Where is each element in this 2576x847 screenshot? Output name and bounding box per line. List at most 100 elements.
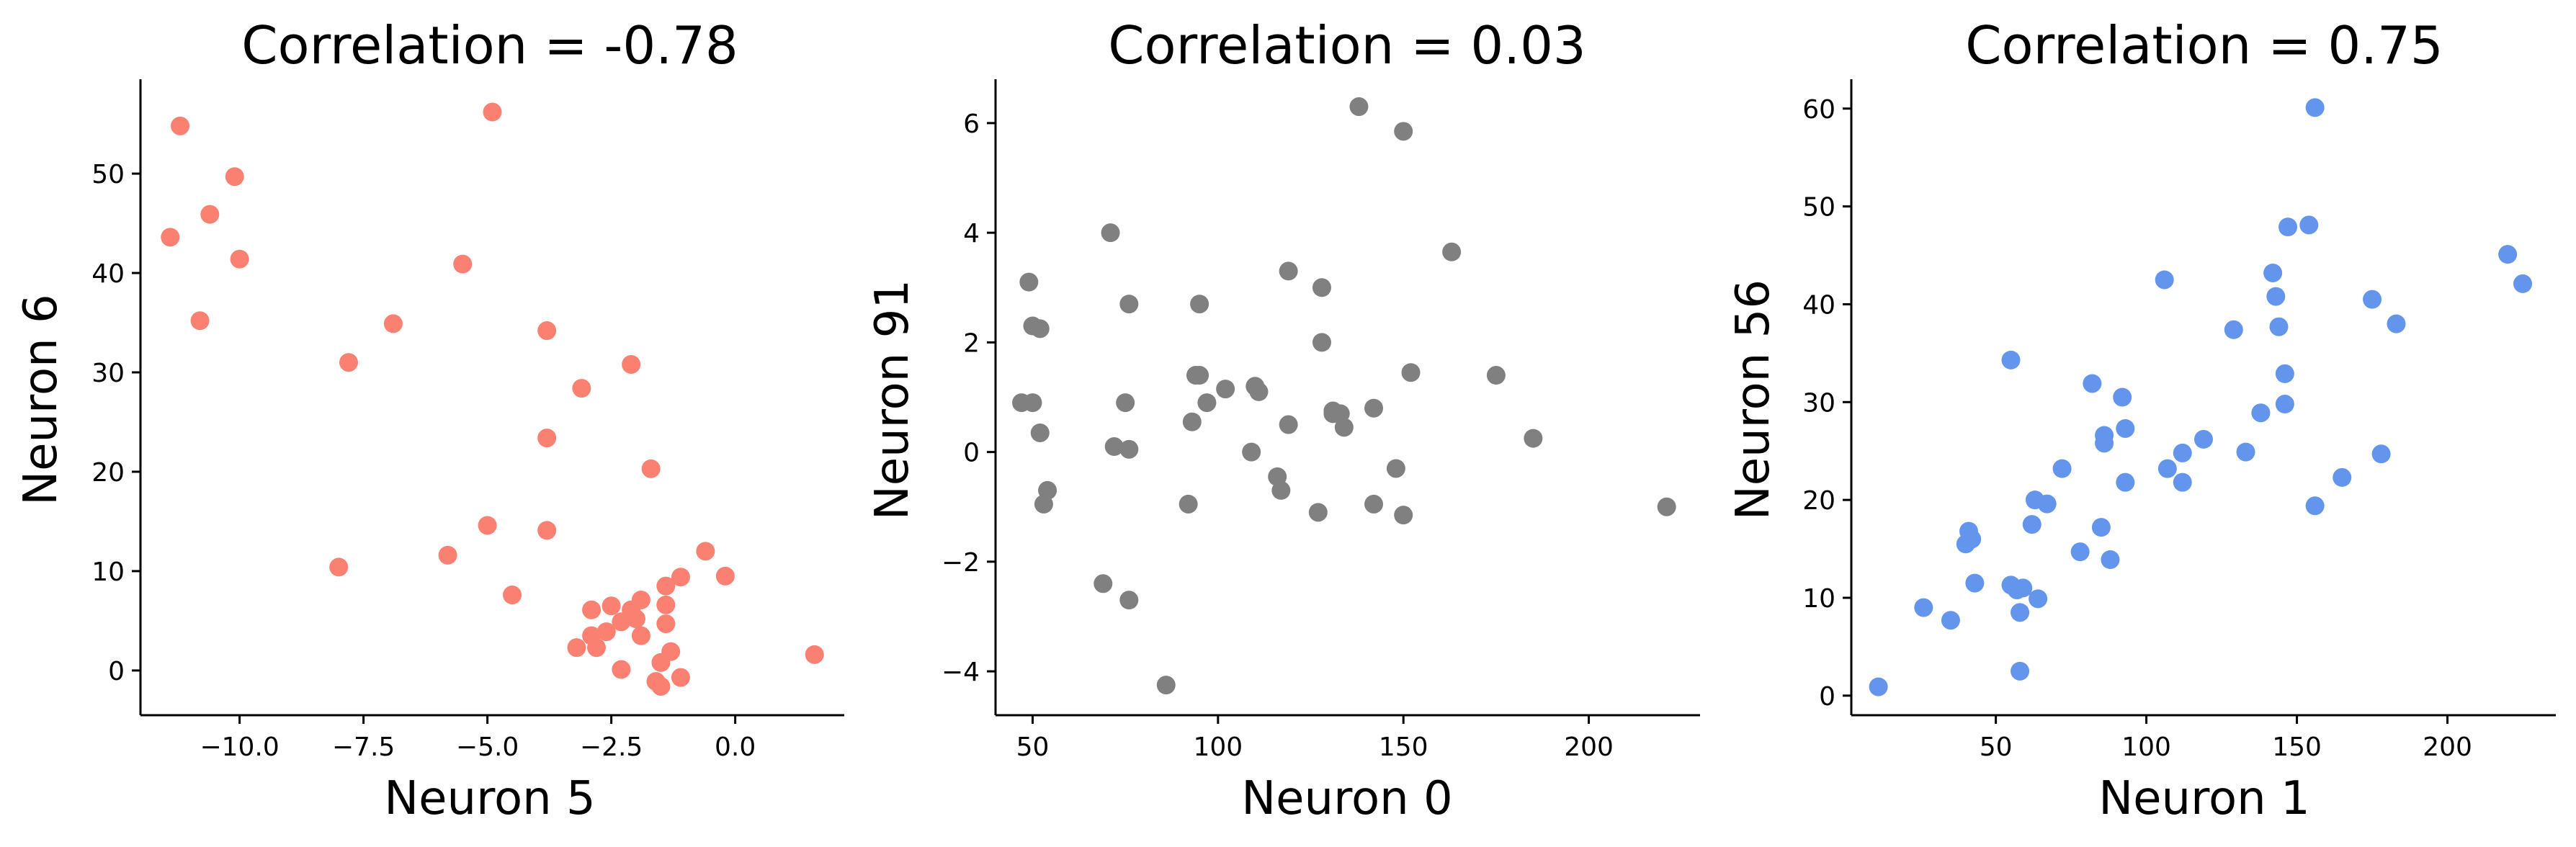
scatter-point [2305, 496, 2325, 516]
scatter-point [651, 676, 671, 696]
scatter-point [1524, 429, 1543, 448]
scatter-point [1401, 363, 1421, 382]
scatter-point [1914, 598, 1933, 617]
scatter-point [1962, 529, 1982, 549]
scatter-point [1030, 319, 1050, 339]
scatter-point [2155, 270, 2174, 290]
scatter-point [567, 638, 586, 658]
scatter-point [641, 459, 661, 478]
x-tick-label: 100 [1193, 732, 1243, 762]
scatter-point [161, 228, 180, 247]
scatter-point [656, 595, 676, 614]
scatter-point [537, 521, 557, 540]
scatter-point [2263, 263, 2283, 282]
x-tick-label: 200 [2423, 732, 2472, 762]
scatter-point [478, 516, 497, 535]
scatter-point [596, 622, 616, 642]
scatter-point [503, 586, 522, 605]
x-tick-label: −2.5 [580, 732, 643, 762]
scatter-point [671, 668, 690, 687]
y-tick-label: −2 [942, 548, 980, 578]
scatter-point [230, 249, 249, 269]
scatter-point [1442, 242, 1462, 261]
scatter-point [2116, 472, 2135, 492]
y-tick-label: 40 [91, 259, 125, 289]
scatter-point [383, 314, 403, 333]
scatter-point [601, 596, 621, 616]
scatter-point [656, 614, 676, 634]
x-axis-label: Neuron 1 [2098, 772, 2310, 825]
data-points [161, 102, 824, 696]
x-tick-label: 200 [1564, 732, 1614, 762]
scatter-point [483, 102, 502, 122]
scatter-point [2029, 589, 2048, 609]
scatter-point [1279, 261, 1298, 281]
x-tick-label: 100 [2121, 732, 2171, 762]
scatter-point [2011, 603, 2030, 622]
scatter-point [2275, 395, 2294, 414]
y-tick-label: 10 [1802, 584, 1835, 614]
scatter-panel-neuron1-vs-neuron56: Correlation = 0.75 Neuron 1 Neuron 56 50… [1727, 15, 2556, 825]
axis-ticks: −10.0 −7.5 −5.0 −2.5 0.0 0 10 20 30 40 50 [91, 160, 756, 762]
x-tick-label: 50 [1016, 732, 1050, 762]
scatter-point [2173, 472, 2192, 492]
scatter-point [627, 609, 646, 629]
scatter-point [2157, 459, 2177, 478]
y-tick-label: 4 [963, 219, 980, 248]
scatter-point [2101, 550, 2120, 570]
y-tick-label: 40 [1802, 290, 1835, 320]
x-tick-label: −5.0 [456, 732, 519, 762]
scatter-point [1119, 295, 1139, 314]
scatter-point [2113, 387, 2132, 407]
scatter-point [1312, 278, 1331, 297]
scatter-point [1119, 439, 1139, 459]
scatter-point [1094, 574, 1113, 593]
x-axis-label: Neuron 0 [1241, 772, 1453, 825]
scatter-point [2275, 364, 2294, 383]
scatter-point [631, 626, 650, 645]
scatter-point [1242, 442, 1261, 462]
scatter-point [2299, 215, 2319, 235]
scatter-point [2387, 314, 2406, 333]
scatter-point [1156, 676, 1176, 695]
scatter-point [438, 545, 457, 565]
x-tick-label: −7.5 [332, 732, 395, 762]
scatter-point [582, 600, 601, 619]
scatter-point [2194, 429, 2213, 449]
scatter-point [171, 116, 190, 135]
scatter-point [339, 353, 358, 372]
scatter-point [2116, 418, 2135, 438]
x-tick-label: 150 [2272, 732, 2322, 762]
scatter-point [2091, 518, 2111, 537]
scatter-point [1101, 223, 1120, 243]
scatter-point [1019, 272, 1039, 292]
scatter-point [2224, 320, 2243, 339]
y-tick-label: 30 [91, 359, 125, 388]
scatter-point [2498, 245, 2518, 264]
scatter-point [329, 557, 349, 577]
scatter-point [572, 379, 591, 398]
x-axis-label: Neuron 5 [384, 772, 596, 825]
scatter-point [225, 167, 244, 187]
y-axis-label: Neuron 6 [14, 294, 68, 506]
y-axis-label: Neuron 91 [866, 279, 919, 520]
scatter-panel-neuron5-vs-neuron6: Correlation = -0.78 Neuron 5 Neuron 6 −1… [14, 15, 844, 825]
x-tick-label: 150 [1379, 732, 1428, 762]
scatter-point [651, 653, 671, 672]
scatter-point [1364, 398, 1384, 418]
scatter-point [2070, 542, 2090, 562]
scatter-point [2083, 374, 2102, 393]
scatter-point [671, 568, 690, 587]
scatter-point [1349, 97, 1369, 117]
scatter-point [1965, 573, 1985, 593]
scatter-point [1308, 503, 1328, 522]
scatter-point [2269, 317, 2289, 336]
scatter-point [2095, 434, 2114, 453]
scatter-point [537, 321, 557, 341]
scatter-point [1116, 393, 1135, 413]
y-tick-label: 50 [1802, 193, 1835, 223]
y-tick-label: 60 [1802, 95, 1835, 125]
y-tick-label: 50 [91, 160, 125, 189]
scatter-point [1216, 380, 1235, 399]
